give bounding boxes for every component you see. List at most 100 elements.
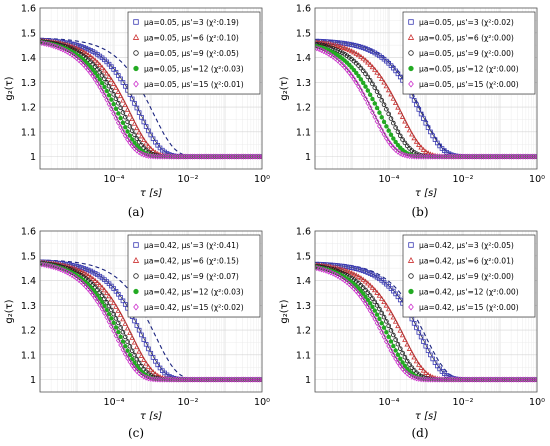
data-point: [153, 139, 158, 145]
data-point: [425, 125, 431, 130]
data-point: [393, 146, 399, 153]
data-point: [363, 287, 368, 293]
series-5: [40, 261, 262, 383]
data-point: [88, 69, 93, 76]
legend-label: μa=0.05, μs'=3 (χ²:0.02): [419, 18, 514, 27]
data-point: [259, 153, 262, 160]
data-point: [95, 287, 100, 293]
data-point: [349, 72, 355, 79]
data-point: [129, 348, 135, 354]
data-point: [71, 263, 77, 268]
data-point: [381, 119, 387, 125]
data-point: [409, 131, 415, 137]
series-5: [315, 265, 537, 383]
data-point: [337, 266, 343, 272]
data-point: [102, 303, 107, 309]
data-point: [411, 135, 417, 141]
data-point: [334, 43, 341, 49]
data-point: [353, 79, 359, 86]
data-point: [344, 268, 350, 274]
data-point: [348, 48, 355, 54]
data-point: [395, 104, 401, 110]
data-point: [351, 67, 357, 73]
data-point: [399, 113, 406, 119]
data-point: [367, 61, 373, 67]
data-point: [377, 122, 382, 129]
data-point: [365, 100, 371, 107]
data-point: [132, 145, 137, 152]
data-point: [425, 348, 431, 353]
data-point: [351, 271, 357, 277]
data-point: [113, 303, 119, 309]
legend-marker: [408, 242, 414, 248]
data-point: [127, 123, 133, 129]
data-point: [388, 347, 394, 354]
legend-label: μa=0.05, μs'=15 (χ²:0.01): [144, 80, 244, 89]
data-point: [372, 273, 378, 279]
data-point: [139, 363, 144, 369]
data-point: [120, 120, 126, 125]
data-point: [139, 150, 144, 157]
legend-label: μa=0.42, μs'=6 (χ²:0.01): [419, 257, 514, 266]
data-point: [356, 44, 361, 49]
data-point: [111, 320, 116, 326]
data-point: [120, 110, 126, 115]
data-point: [57, 266, 63, 273]
data-point: [386, 343, 392, 350]
data-point: [335, 263, 341, 268]
data-point: [153, 359, 158, 364]
data-point: [393, 125, 398, 130]
axes-frame: [39, 230, 263, 393]
data-point: [397, 133, 403, 139]
y-axis-label: g₂(τ): [279, 299, 290, 323]
data-point: [108, 77, 115, 83]
data-point: [113, 325, 119, 330]
legend-label: μa=0.05, μs'=6 (χ²:0.00): [419, 34, 514, 43]
data-point: [111, 286, 116, 291]
data-point: [69, 271, 75, 278]
data-point: [90, 49, 96, 54]
data-point: [129, 334, 135, 340]
data-point: [92, 284, 98, 290]
y-tick-label: 1: [305, 152, 311, 163]
data-point: [384, 106, 389, 112]
data-point: [136, 149, 142, 156]
data-point: [103, 70, 110, 76]
data-point: [141, 137, 147, 143]
data-point: [406, 345, 413, 351]
data-point: [117, 93, 124, 99]
data-point: [360, 291, 366, 297]
data-point: [355, 273, 362, 279]
data-point: [332, 55, 338, 62]
data-point: [85, 285, 91, 293]
data-point: [407, 372, 412, 379]
panel-b-caption: (b): [411, 205, 429, 219]
data-point: [386, 323, 391, 329]
legend-label: μa=0.42, μs'=12 (χ²:0.00): [419, 288, 519, 297]
x-tick-label: 10⁻²: [453, 397, 474, 408]
data-point: [353, 266, 359, 272]
data-point: [113, 115, 119, 122]
panel-a-chart: 1 1.1 1.2 1.3 1.4 1.5 1.6 10⁻⁴ 10⁻² 10⁰ τ [s] g₂(τ)…: [4, 4, 270, 200]
data-point: [106, 293, 112, 299]
data-point: [74, 55, 80, 62]
data-point: [90, 55, 96, 61]
data-point: [116, 111, 121, 116]
data-point: [370, 272, 375, 277]
data-point: [106, 61, 112, 67]
data-point: [104, 88, 109, 94]
data-point: [372, 308, 378, 313]
data-point: [377, 324, 382, 331]
data-point: [73, 266, 80, 272]
y-tick-label: 1.5: [296, 28, 311, 39]
data-point: [104, 314, 110, 321]
data-point: [104, 300, 110, 305]
data-point: [120, 128, 126, 135]
data-point: [437, 143, 442, 149]
data-point: [388, 91, 394, 97]
data-point: [367, 104, 373, 111]
data-point: [120, 80, 126, 85]
data-point: [113, 316, 119, 321]
data-point: [132, 101, 137, 106]
legend-marker: [408, 303, 414, 311]
